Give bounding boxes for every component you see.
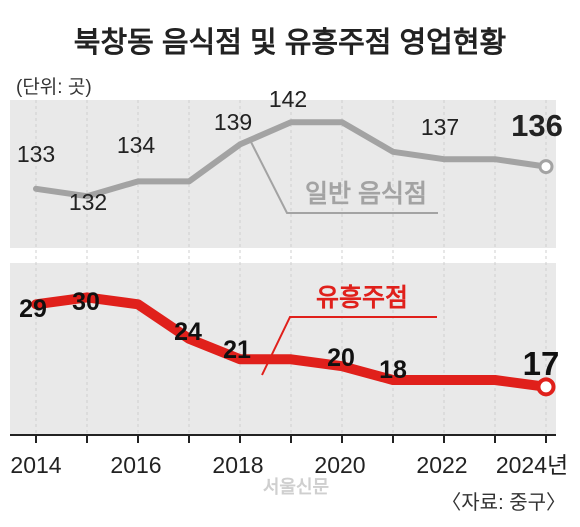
x-tick-label-2018: 2018 [212, 452, 263, 478]
x-tick-label-2022: 2022 [416, 452, 467, 478]
source-label: 〈자료: 중구〉 [441, 491, 566, 514]
data-label-gray-2016: 134 [117, 132, 156, 158]
data-label-red-2017: 24 [174, 318, 202, 346]
x-tick-label-2016: 2016 [110, 452, 161, 478]
data-label-red-2018: 21 [223, 336, 251, 364]
series-name-entertainment-bar: 유흥주점 [316, 284, 408, 312]
watermark: 서울신문 [263, 477, 329, 497]
series-leader-gray [249, 139, 438, 214]
data-label-gray-2024: 136 [511, 108, 563, 143]
data-label-gray-2018: 139 [214, 109, 252, 135]
data-label-gray-2019: 142 [269, 86, 307, 112]
x-tick-label-2020: 2020 [314, 452, 365, 478]
unit-label: (단위: 곳) [16, 76, 92, 98]
data-label-gray-2022: 137 [421, 114, 459, 140]
data-label-gray-2014: 133 [17, 141, 55, 167]
gray-panel-lower [10, 263, 556, 435]
series-leader-red [261, 316, 437, 376]
chart-title: 북창동 음식점 및 유흥주점 영업현황 [74, 26, 507, 59]
series-line-general-restaurant [33, 119, 549, 200]
x-axis-ticks [35, 435, 547, 443]
x-tick-label-2024: 2024년 [496, 452, 568, 478]
data-label-red-2024: 17 [523, 345, 560, 382]
grid-lines [35, 100, 547, 435]
endpoint-marker-general-restaurant [538, 159, 554, 175]
data-label-gray-2015: 132 [69, 189, 107, 215]
data-label-red-2020: 20 [327, 344, 355, 372]
gray-panel [10, 100, 556, 248]
endpoint-marker-entertainment-bar [536, 377, 556, 397]
data-label-red-2014: 29 [19, 295, 47, 323]
data-label-red-2015: 30 [72, 288, 100, 316]
series-name-general-restaurant: 일반 음식점 [305, 180, 427, 208]
data-label-red-2021: 18 [379, 356, 407, 384]
series-line-entertainment-bar [31, 292, 551, 392]
x-tick-label-2014: 2014 [10, 452, 61, 478]
